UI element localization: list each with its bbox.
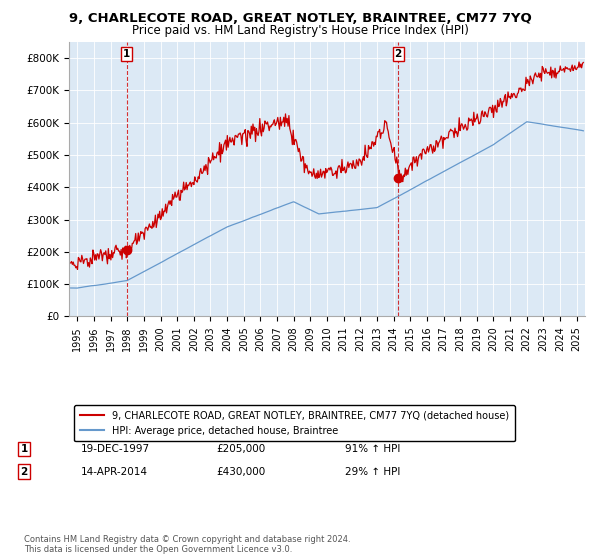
Text: 91% ↑ HPI: 91% ↑ HPI <box>345 444 400 454</box>
Text: 2: 2 <box>20 466 28 477</box>
Text: Price paid vs. HM Land Registry's House Price Index (HPI): Price paid vs. HM Land Registry's House … <box>131 24 469 37</box>
Text: 1: 1 <box>20 444 28 454</box>
Text: £205,000: £205,000 <box>216 444 265 454</box>
Text: 29% ↑ HPI: 29% ↑ HPI <box>345 466 400 477</box>
Text: 1: 1 <box>123 49 130 59</box>
Text: 2: 2 <box>395 49 402 59</box>
Text: 9, CHARLECOTE ROAD, GREAT NOTLEY, BRAINTREE, CM77 7YQ: 9, CHARLECOTE ROAD, GREAT NOTLEY, BRAINT… <box>68 12 532 25</box>
Legend: 9, CHARLECOTE ROAD, GREAT NOTLEY, BRAINTREE, CM77 7YQ (detached house), HPI: Ave: 9, CHARLECOTE ROAD, GREAT NOTLEY, BRAINT… <box>74 405 515 441</box>
Text: Contains HM Land Registry data © Crown copyright and database right 2024.
This d: Contains HM Land Registry data © Crown c… <box>24 535 350 554</box>
Text: 19-DEC-1997: 19-DEC-1997 <box>81 444 150 454</box>
Text: 14-APR-2014: 14-APR-2014 <box>81 466 148 477</box>
Text: £430,000: £430,000 <box>216 466 265 477</box>
